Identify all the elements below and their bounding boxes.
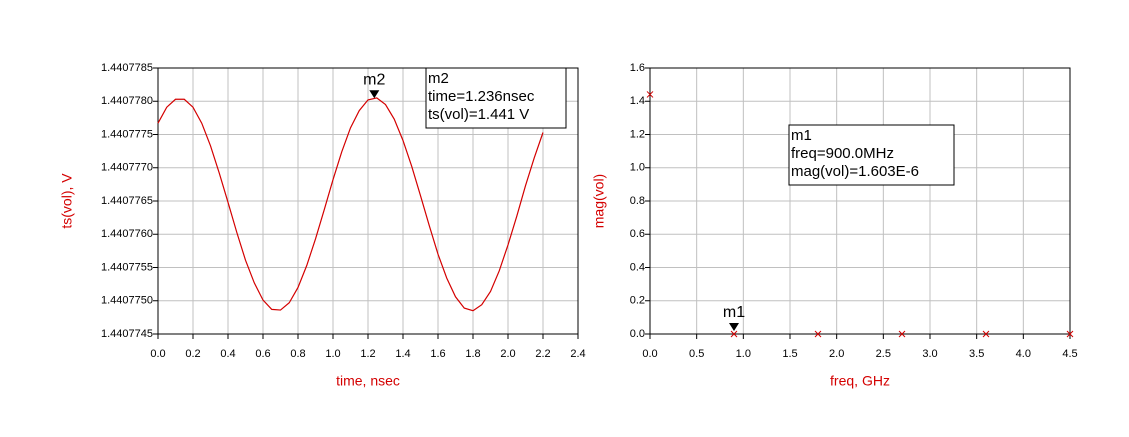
y-tick-label: 1.4407760 [101,228,153,240]
x-tick-label: 1.8 [465,348,480,360]
marker-label: m1 [723,304,745,321]
y-tick-label: 1.4407745 [101,328,153,340]
plot-frame [157,67,579,335]
y-tick-label: 1.0 [630,162,645,174]
x-tick-label: 2.4 [570,348,585,360]
marker-readout-line: mag(vol)=1.603E-6 [791,163,919,180]
y-axis-label: mag(vol) [591,174,607,228]
marker-readout-line: m1 [791,127,812,144]
x-tick-label: 1.5 [782,348,797,360]
y-tick-label: 1.4407765 [101,195,153,207]
data-point [646,91,654,98]
marker-triangle [729,322,739,331]
x-tick-label: 0.8 [290,348,305,360]
x-tick-label: 0.4 [220,348,235,360]
data-point [814,330,822,338]
data-line [157,97,544,312]
x-tick-label: 1.2 [360,348,375,360]
x-tick-label: 2.0 [500,348,515,360]
x-tick-label: 1.0 [736,348,751,360]
x-tick-label: 2.2 [535,348,550,360]
y-tick-label: 0.6 [630,228,645,240]
y-tick-label: 1.4 [630,95,645,107]
y-tick-label: 1.4407775 [101,128,153,140]
marker-readout-line: m2 [428,70,449,87]
marker-label: m2 [363,71,385,88]
x-tick-label: 4.5 [1062,348,1077,360]
x-tick-label: 0.0 [642,348,657,360]
x-tick-label: 0.2 [185,348,200,360]
data-point [898,330,906,338]
x-tick-label: 0.6 [255,348,270,360]
x-tick-label: 1.4 [395,348,410,360]
marker-readout-line: time=1.236nsec [428,88,535,105]
y-tick-label: 1.4407780 [101,95,153,107]
x-tick-label: 3.5 [969,348,984,360]
y-tick-label: 0.2 [630,295,645,307]
data-point [1066,330,1074,338]
x-axis-label: freq, GHz [830,373,890,389]
marker-readout-line: ts(vol)=1.441 V [428,106,529,123]
marker-readout-box [788,124,955,186]
x-tick-label: 2.0 [829,348,844,360]
x-tick-label: 1.0 [325,348,340,360]
plot-frame [649,67,1071,335]
y-tick-label: 1.4407750 [101,295,153,307]
y-tick-label: 0.8 [630,195,645,207]
x-tick-label: 4.0 [1016,348,1031,360]
marker-triangle [369,90,380,99]
x-tick-label: 3.0 [922,348,937,360]
y-axis-label: ts(vol), V [59,173,75,229]
marker-readout-box [425,67,567,129]
y-tick-label: 1.4407785 [101,62,153,74]
marker-readout-line: freq=900.0MHz [791,145,894,162]
y-tick-label: 1.4407770 [101,162,153,174]
x-axis-label: time, nsec [336,373,400,389]
x-tick-label: 0.0 [150,348,165,360]
y-tick-label: 0.0 [630,328,645,340]
y-tick-label: 0.4 [630,261,645,273]
x-tick-label: 2.5 [876,348,891,360]
x-tick-label: 0.5 [689,348,704,360]
y-tick-label: 1.2 [630,128,645,140]
y-tick-label: 1.4407755 [101,261,153,273]
x-tick-label: 1.6 [430,348,445,360]
y-tick-label: 1.6 [630,62,645,74]
data-point [730,330,738,338]
data-point [982,330,990,338]
